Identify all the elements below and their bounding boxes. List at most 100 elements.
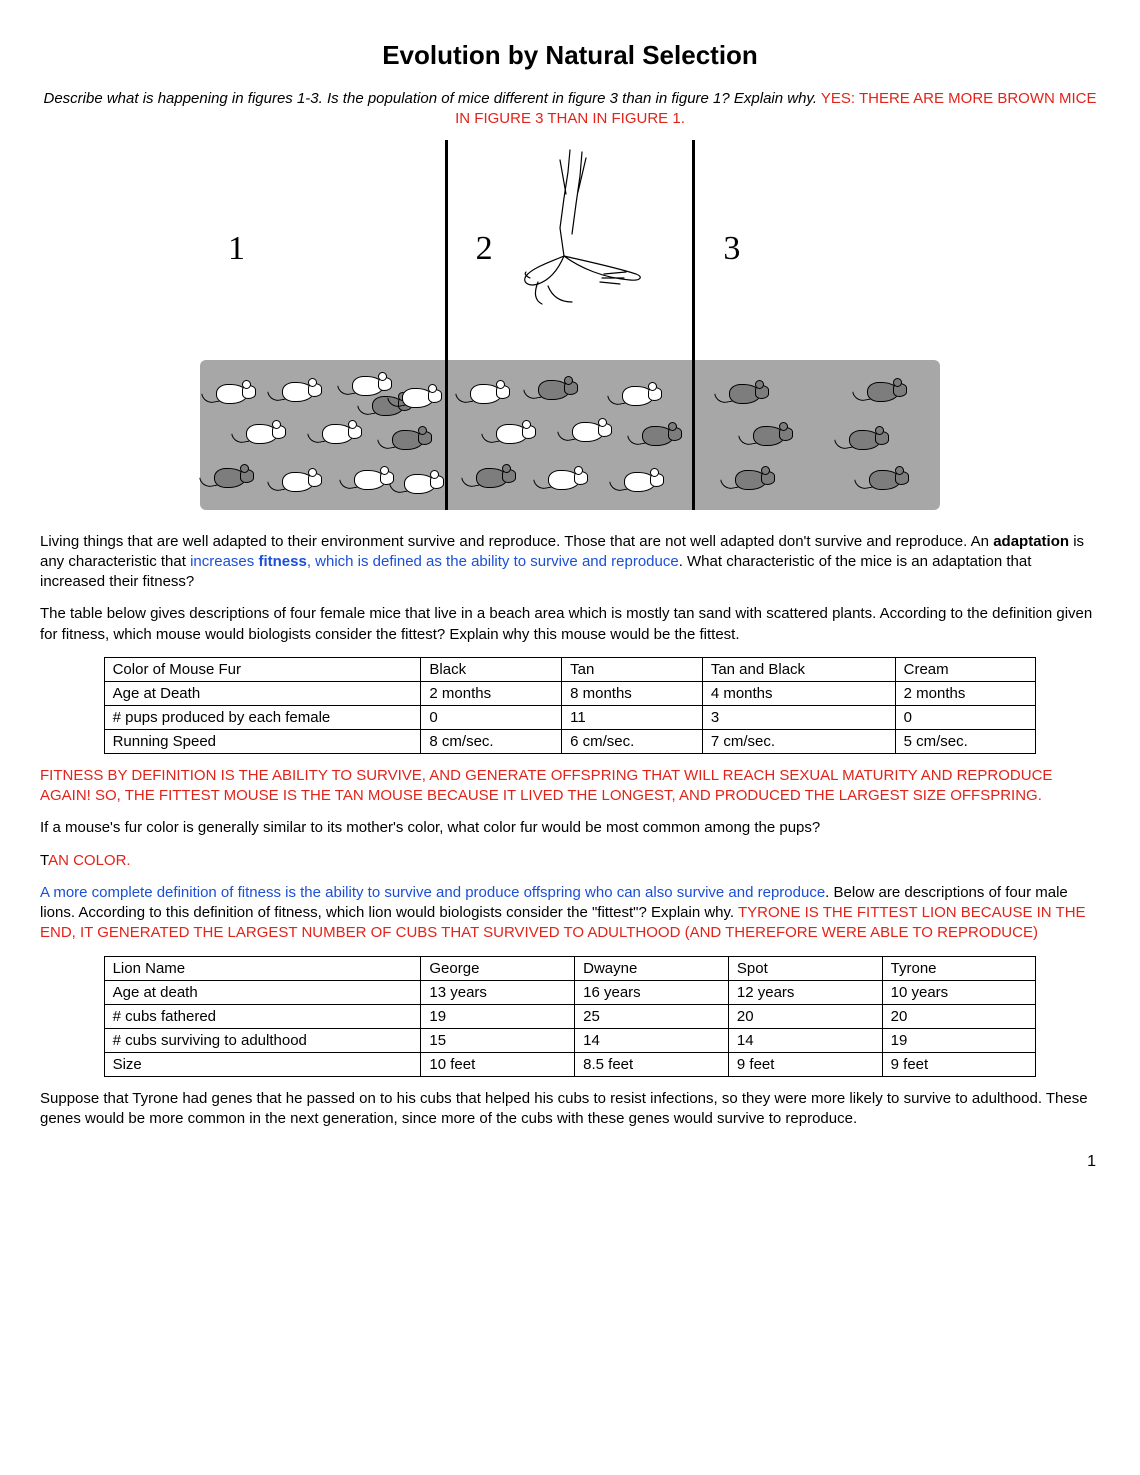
table-row: Size10 feet8.5 feet9 feet9 feet: [104, 1052, 1036, 1076]
table-cell: Black: [421, 657, 562, 681]
table-cell: Cream: [895, 657, 1036, 681]
dark-mouse-icon: [210, 462, 254, 488]
ground-panel-1: [200, 360, 445, 510]
table-row: Lion NameGeorgeDwayneSpotTyrone: [104, 956, 1036, 980]
white-mouse-icon: [212, 378, 256, 404]
dark-mouse-icon: [845, 424, 889, 450]
table-cell: Tyrone: [882, 956, 1036, 980]
table-cell: 12 years: [728, 980, 882, 1004]
table-cell: Color of Mouse Fur: [104, 657, 421, 681]
table-cell: 20: [882, 1004, 1036, 1028]
table-row: Age at Death2 months8 months4 months2 mo…: [104, 681, 1036, 705]
white-mouse-icon: [318, 418, 362, 444]
table-cell: 13 years: [421, 980, 575, 1004]
table-cell: 6 cm/sec.: [562, 729, 703, 753]
table-cell: Dwayne: [575, 956, 729, 980]
table-cell: 11: [562, 705, 703, 729]
table-cell: 9 feet: [728, 1052, 882, 1076]
panel-label-2: 2: [476, 230, 493, 268]
white-mouse-icon: [620, 466, 664, 492]
white-mouse-icon: [618, 380, 662, 406]
table-cell: # cubs fathered: [104, 1004, 421, 1028]
white-mouse-icon: [278, 376, 322, 402]
table-cell: 2 months: [895, 681, 1036, 705]
adaptation-paragraph: Living things that are well adapted to t…: [40, 532, 1100, 593]
white-mouse-icon: [466, 378, 510, 404]
table-cell: 8.5 feet: [575, 1052, 729, 1076]
panel-label-3: 3: [723, 230, 740, 268]
white-mouse-icon: [242, 418, 286, 444]
table-cell: 8 cm/sec.: [421, 729, 562, 753]
table-row: # pups produced by each female01130: [104, 705, 1036, 729]
table-cell: # pups produced by each female: [104, 705, 421, 729]
white-mouse-icon: [278, 466, 322, 492]
ground-panel-2: [445, 360, 693, 510]
tyrone-paragraph: Suppose that Tyrone had genes that he pa…: [40, 1089, 1100, 1130]
intro-paragraph: Describe what is happening in figures 1-…: [40, 89, 1100, 130]
figure-ground: [200, 360, 940, 510]
white-mouse-icon: [398, 382, 442, 408]
table-cell: Spot: [728, 956, 882, 980]
table-cell: 15: [421, 1028, 575, 1052]
table-row: Color of Mouse FurBlackTanTan and BlackC…: [104, 657, 1036, 681]
table-cell: 2 months: [421, 681, 562, 705]
figure-panel-1: 1: [200, 140, 445, 360]
dark-mouse-icon: [865, 464, 909, 490]
table-cell: Running Speed: [104, 729, 421, 753]
table-cell: # cubs surviving to adulthood: [104, 1028, 421, 1052]
table-cell: George: [421, 956, 575, 980]
hawk-icon: [508, 146, 648, 316]
table-cell: 16 years: [575, 980, 729, 1004]
dark-mouse-icon: [638, 420, 682, 446]
mice-table-intro: The table below gives descriptions of fo…: [40, 604, 1100, 645]
table-cell: Tan and Black: [702, 657, 895, 681]
table-cell: 25: [575, 1004, 729, 1028]
table-cell: Age at Death: [104, 681, 421, 705]
table-cell: 10 feet: [421, 1052, 575, 1076]
natural-selection-figure: 1 2 3: [200, 140, 940, 510]
pup-color-question: If a mouse's fur color is generally simi…: [40, 818, 1100, 838]
panel-label-1: 1: [228, 230, 245, 268]
lion-paragraph: A more complete definition of fitness is…: [40, 883, 1100, 944]
table-cell: Tan: [562, 657, 703, 681]
dark-mouse-icon: [725, 378, 769, 404]
table-row: Running Speed8 cm/sec.6 cm/sec.7 cm/sec.…: [104, 729, 1036, 753]
table-cell: Size: [104, 1052, 421, 1076]
table-cell: 0: [895, 705, 1036, 729]
table-row: # cubs fathered19252020: [104, 1004, 1036, 1028]
figure-panel-3: 3: [692, 140, 940, 360]
white-mouse-icon: [492, 418, 536, 444]
table-cell: 7 cm/sec.: [702, 729, 895, 753]
fitness-answer: FITNESS BY DEFINITION IS THE ABILITY TO …: [40, 766, 1100, 807]
table-cell: 19: [882, 1028, 1036, 1052]
table-row: # cubs surviving to adulthood15141419: [104, 1028, 1036, 1052]
intro-prompt: Describe what is happening in figures 1-…: [43, 90, 817, 107]
dark-mouse-icon: [731, 464, 775, 490]
table-cell: 10 years: [882, 980, 1036, 1004]
table-cell: 20: [728, 1004, 882, 1028]
table-cell: 8 months: [562, 681, 703, 705]
dark-mouse-icon: [749, 420, 793, 446]
table-row: Age at death13 years16 years12 years10 y…: [104, 980, 1036, 1004]
table-cell: 14: [728, 1028, 882, 1052]
lion-table: Lion NameGeorgeDwayneSpotTyroneAge at de…: [104, 956, 1037, 1077]
table-cell: 14: [575, 1028, 729, 1052]
mice-table: Color of Mouse FurBlackTanTan and BlackC…: [104, 657, 1037, 754]
pup-color-answer: TAN COLOR.: [40, 851, 1100, 871]
table-cell: 4 months: [702, 681, 895, 705]
table-cell: 5 cm/sec.: [895, 729, 1036, 753]
dark-mouse-icon: [534, 374, 578, 400]
table-cell: 3: [702, 705, 895, 729]
page-title: Evolution by Natural Selection: [40, 40, 1100, 71]
white-mouse-icon: [544, 464, 588, 490]
ground-panel-3: [692, 360, 940, 510]
table-cell: Lion Name: [104, 956, 421, 980]
dark-mouse-icon: [388, 424, 432, 450]
table-cell: 9 feet: [882, 1052, 1036, 1076]
page-number: 1: [40, 1153, 1100, 1171]
dark-mouse-icon: [472, 462, 516, 488]
white-mouse-icon: [350, 464, 394, 490]
figure-panel-2: 2: [445, 140, 693, 360]
dark-mouse-icon: [863, 376, 907, 402]
table-cell: 19: [421, 1004, 575, 1028]
